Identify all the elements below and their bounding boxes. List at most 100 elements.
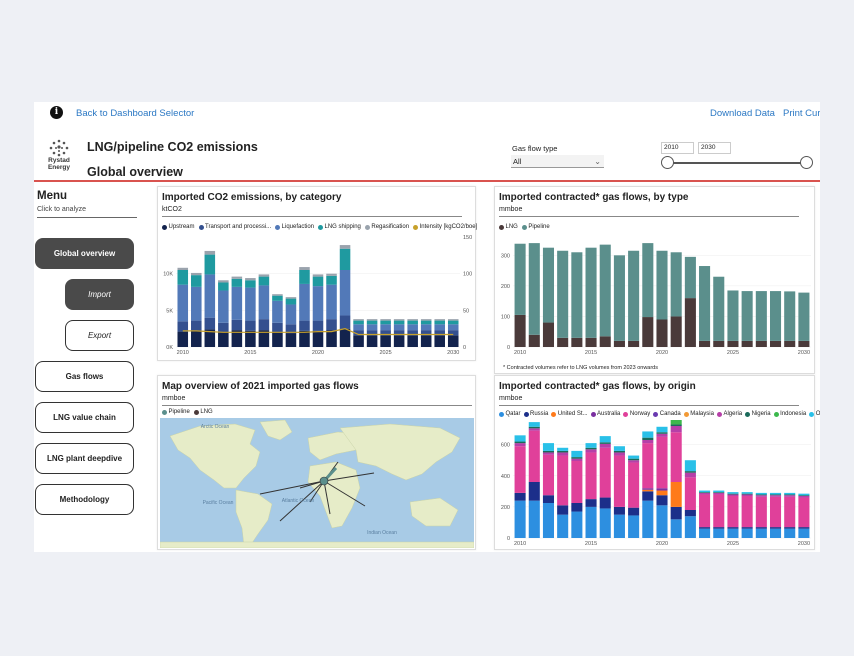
bar-segment[interactable]: [258, 319, 270, 331]
legend-item[interactable]: Indonesia: [773, 411, 806, 417]
bar-segment[interactable]: [339, 328, 351, 347]
bar-segment[interactable]: [713, 492, 725, 493]
bar-segment[interactable]: [407, 320, 418, 325]
bar-segment[interactable]: [272, 300, 283, 323]
bar-segment[interactable]: [571, 461, 583, 503]
bar-segment[interactable]: [727, 290, 739, 341]
bar-segment[interactable]: [393, 320, 405, 325]
bar-segment[interactable]: [528, 430, 540, 482]
bar-segment[interactable]: [339, 270, 351, 316]
bar-segment[interactable]: [699, 492, 711, 493]
bar-segment[interactable]: [755, 495, 767, 497]
bar-segment[interactable]: [727, 493, 739, 495]
legend-item[interactable]: Transport and processi...: [198, 224, 271, 230]
bar-segment[interactable]: [571, 457, 583, 459]
bar-segment[interactable]: [434, 324, 445, 331]
bar-segment[interactable]: [613, 455, 625, 507]
bar-segment[interactable]: [613, 255, 625, 341]
bar-segment[interactable]: [585, 449, 597, 453]
bar-segment[interactable]: [769, 291, 782, 341]
bar-segment[interactable]: [670, 252, 682, 317]
gas-flow-type-dropdown[interactable]: All ⌄: [511, 155, 604, 168]
bar-segment[interactable]: [769, 528, 782, 538]
bar-segment[interactable]: [741, 291, 753, 341]
bar-segment[interactable]: [628, 460, 640, 463]
bar-segment[interactable]: [798, 495, 810, 496]
legend-item[interactable]: Upstream: [162, 224, 195, 230]
bar-segment[interactable]: [727, 496, 739, 528]
bar-segment[interactable]: [312, 286, 324, 321]
bar-segment[interactable]: [769, 494, 782, 496]
bar-segment[interactable]: [755, 291, 767, 341]
bar-segment[interactable]: [258, 330, 270, 347]
bar-segment[interactable]: [420, 330, 432, 336]
legend-item[interactable]: Algeria: [716, 411, 742, 417]
bar-segment[interactable]: [613, 514, 625, 538]
bar-segment[interactable]: [769, 527, 782, 529]
bar-segment[interactable]: [585, 247, 597, 338]
bar-segment[interactable]: [204, 274, 216, 318]
bar-segment[interactable]: [699, 494, 711, 528]
bar-segment[interactable]: [741, 527, 753, 529]
bar-segment[interactable]: [326, 319, 337, 331]
bar-segment[interactable]: [656, 488, 668, 491]
legend-item[interactable]: Qatar: [499, 411, 521, 417]
bar-segment[interactable]: [769, 340, 782, 347]
bar-segment[interactable]: [366, 335, 378, 347]
bar-segment[interactable]: [684, 256, 696, 299]
bar-segment[interactable]: [727, 527, 739, 529]
year-range-slider[interactable]: [667, 162, 807, 164]
bar-segment[interactable]: [407, 330, 418, 336]
bar-segment[interactable]: [769, 492, 782, 495]
bar-segment[interactable]: [769, 495, 782, 497]
bar-segment[interactable]: [642, 489, 654, 492]
bar-segment[interactable]: [542, 450, 555, 453]
bar-segment[interactable]: [613, 446, 625, 451]
bar-segment[interactable]: [366, 324, 378, 331]
bar-segment[interactable]: [528, 482, 540, 501]
bar-segment[interactable]: [514, 314, 526, 347]
bar-segment[interactable]: [231, 330, 243, 347]
bar-segment[interactable]: [798, 496, 810, 498]
bar-segment[interactable]: [177, 267, 189, 270]
bar-segment[interactable]: [420, 319, 432, 321]
bar-segment[interactable]: [191, 272, 202, 276]
bar-segment[interactable]: [557, 337, 569, 347]
bar-segment[interactable]: [420, 335, 432, 347]
bar-segment[interactable]: [528, 334, 540, 347]
bar-segment[interactable]: [784, 495, 796, 497]
bar-segment[interactable]: [420, 324, 432, 331]
bar-segment[interactable]: [353, 335, 364, 347]
bar-segment[interactable]: [670, 432, 682, 482]
bar-segment[interactable]: [755, 340, 767, 347]
bar-segment[interactable]: [447, 330, 459, 336]
bar-segment[interactable]: [613, 452, 625, 456]
info-icon[interactable]: i: [50, 106, 63, 119]
bar-segment[interactable]: [380, 320, 391, 325]
bar-segment[interactable]: [755, 496, 767, 528]
bar-segment[interactable]: [684, 472, 696, 478]
legend-item[interactable]: Liquefaction: [275, 224, 314, 230]
bar-segment[interactable]: [557, 514, 569, 538]
bar-segment[interactable]: [670, 426, 682, 433]
bar-segment[interactable]: [713, 340, 725, 347]
bar-segment[interactable]: [191, 320, 202, 331]
bar-segment[interactable]: [670, 482, 682, 507]
bar-segment[interactable]: [528, 422, 540, 427]
bar-segment[interactable]: [571, 337, 583, 347]
bar-segment[interactable]: [366, 320, 378, 325]
bar-segment[interactable]: [741, 340, 753, 347]
bar-segment[interactable]: [684, 516, 696, 538]
bar-segment[interactable]: [353, 330, 364, 336]
bar-segment[interactable]: [285, 297, 297, 299]
bar-segment[interactable]: [699, 528, 711, 538]
bar-segment[interactable]: [218, 290, 229, 323]
intensity-line[interactable]: [182, 328, 454, 336]
legend-item[interactable]: Nigeria: [745, 411, 771, 417]
bar-segment[interactable]: [272, 322, 283, 333]
bar-segment[interactable]: [656, 436, 668, 489]
nav-export[interactable]: Export: [65, 320, 134, 351]
bar-segment[interactable]: [784, 340, 796, 347]
bar-segment[interactable]: [585, 499, 597, 507]
bar-segment[interactable]: [642, 431, 654, 438]
